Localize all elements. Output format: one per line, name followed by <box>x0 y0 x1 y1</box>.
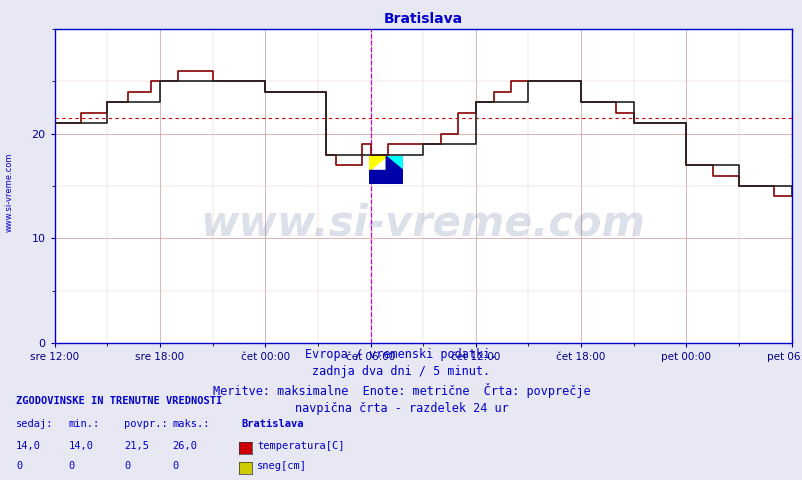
Polygon shape <box>386 156 403 170</box>
Text: temperatura[C]: temperatura[C] <box>257 441 344 451</box>
Polygon shape <box>386 156 403 170</box>
Polygon shape <box>369 156 386 170</box>
Text: Evropa / vremenski podatki.
zadnja dva dni / 5 minut.
Meritve: maksimalne  Enote: Evropa / vremenski podatki. zadnja dva d… <box>213 348 589 415</box>
Text: Bratislava: Bratislava <box>241 419 303 429</box>
Text: 14,0: 14,0 <box>68 441 93 451</box>
Title: Bratislava: Bratislava <box>383 12 462 26</box>
Text: 0: 0 <box>16 461 22 471</box>
Text: 14,0: 14,0 <box>16 441 41 451</box>
Text: maks.:: maks.: <box>172 419 210 429</box>
Text: 0: 0 <box>124 461 131 471</box>
Text: sedaj:: sedaj: <box>16 419 54 429</box>
Polygon shape <box>369 170 403 184</box>
Text: 0: 0 <box>172 461 179 471</box>
Text: min.:: min.: <box>68 419 99 429</box>
Text: 21,5: 21,5 <box>124 441 149 451</box>
Text: sneg[cm]: sneg[cm] <box>257 461 306 471</box>
Text: 26,0: 26,0 <box>172 441 197 451</box>
Text: 0: 0 <box>68 461 75 471</box>
Text: www.si-vreme.com: www.si-vreme.com <box>200 203 645 245</box>
Text: povpr.:: povpr.: <box>124 419 168 429</box>
Text: www.si-vreme.com: www.si-vreme.com <box>5 152 14 232</box>
Text: ZGODOVINSKE IN TRENUTNE VREDNOSTI: ZGODOVINSKE IN TRENUTNE VREDNOSTI <box>16 396 222 406</box>
